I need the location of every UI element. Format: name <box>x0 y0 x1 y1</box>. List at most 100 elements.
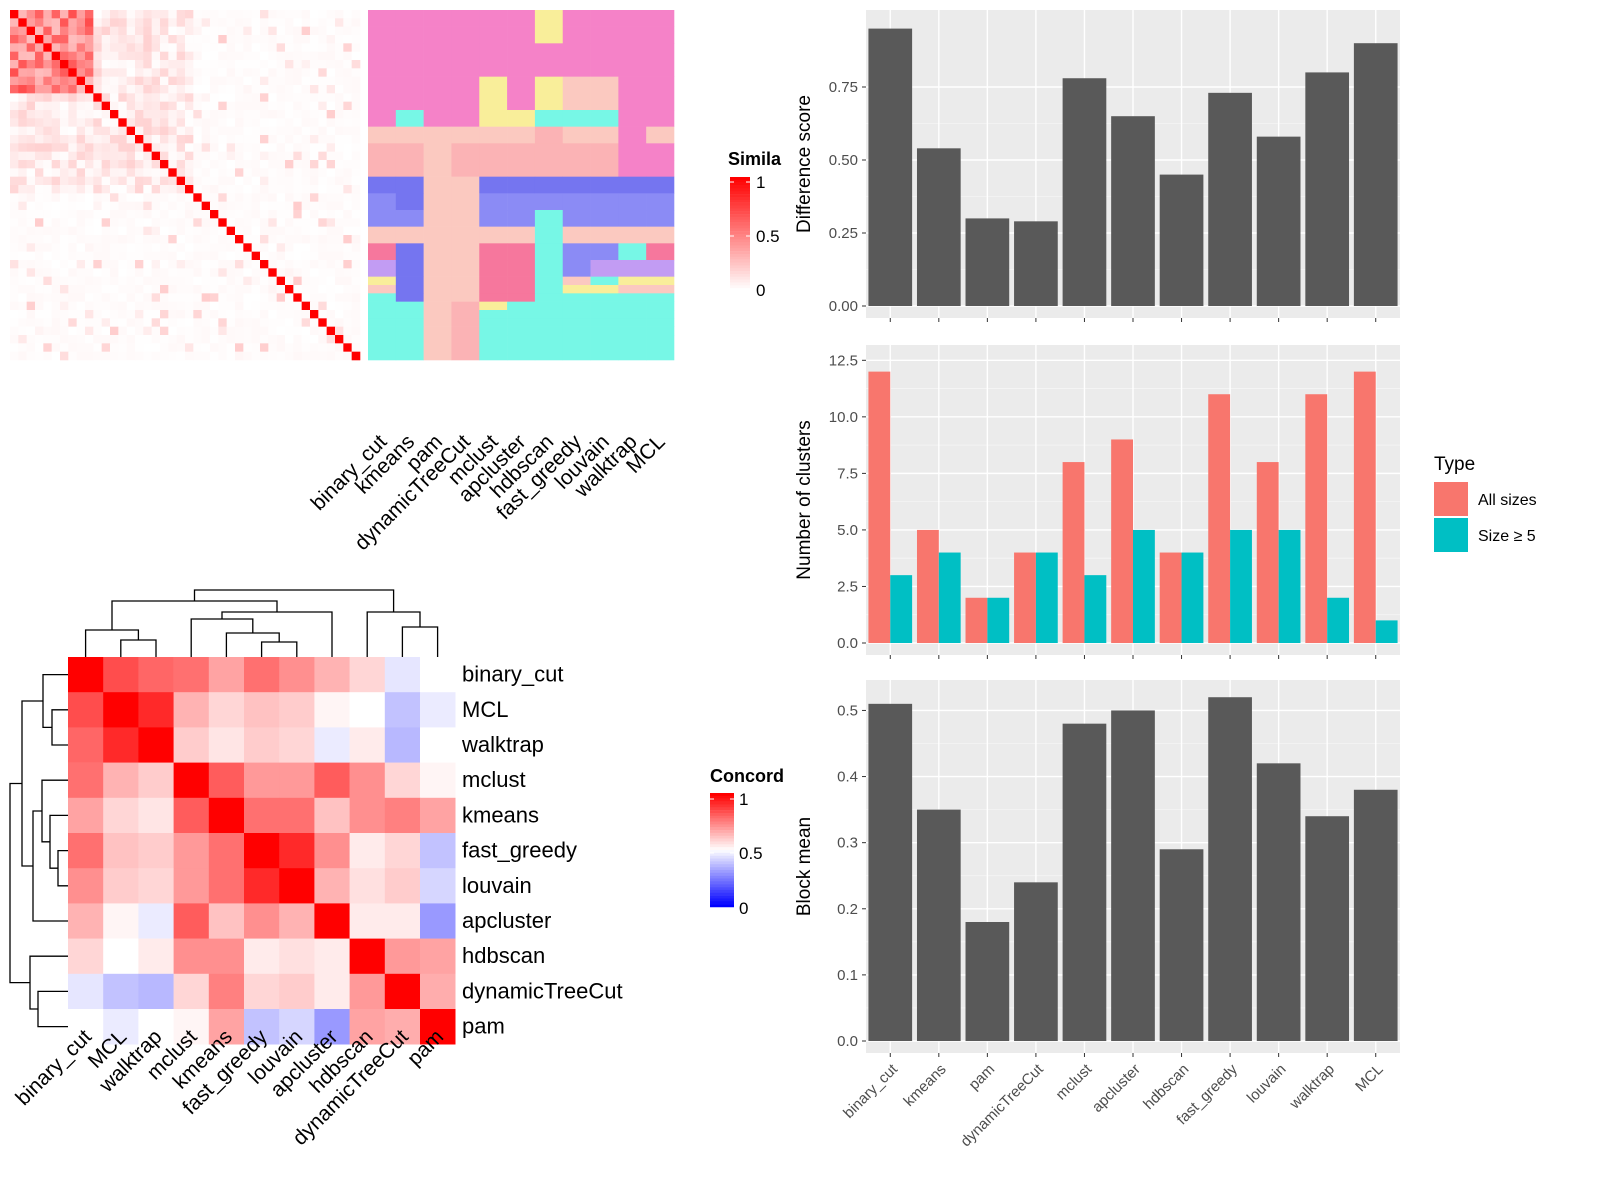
similarity-cell <box>176 126 186 136</box>
similarity-cell <box>276 176 286 186</box>
similarity-cell <box>85 243 94 252</box>
similarity-cell <box>176 210 186 219</box>
similarity-cell <box>43 210 52 219</box>
similarity-cell <box>351 210 361 219</box>
class-cell <box>534 43 564 77</box>
concordance-cell <box>420 1009 456 1045</box>
similarity-cell <box>68 85 77 94</box>
similarity-legend-swatch <box>730 256 750 260</box>
similarity-cell <box>101 176 111 186</box>
similarity-cell <box>343 76 352 86</box>
similarity-cell <box>60 351 69 361</box>
similarity-cell <box>118 193 127 202</box>
similarity-cell <box>276 310 286 319</box>
similarity-legend-swatch <box>730 239 750 243</box>
similarity-cell <box>60 68 69 77</box>
class-cell <box>562 243 591 261</box>
similarity-cell <box>10 268 19 277</box>
similarity-cell <box>160 335 169 344</box>
similarity-cell <box>251 176 261 186</box>
similarity-cell <box>51 110 61 119</box>
concordance-legend-swatch <box>710 858 734 862</box>
similarity-cell <box>26 260 36 269</box>
similarity-cell <box>101 318 111 327</box>
class-cell <box>479 310 508 319</box>
class-cell <box>646 335 675 361</box>
x-tick-label: kmeans <box>900 1061 949 1110</box>
concordance-legend-swatch <box>710 841 734 845</box>
bar <box>1305 72 1350 307</box>
similarity-cell <box>76 243 86 252</box>
similarity-cell <box>51 268 61 277</box>
similarity-cell <box>276 226 286 236</box>
similarity-cell <box>10 243 19 252</box>
similarity-cell <box>18 151 27 161</box>
class-cell <box>423 301 452 311</box>
class-cell <box>423 193 452 211</box>
similarity-cell <box>193 43 202 52</box>
similarity-cell <box>193 285 202 294</box>
concordance-cell <box>138 868 174 904</box>
similarity-cell <box>110 101 119 111</box>
similarity-cell <box>151 243 161 252</box>
class-cell <box>646 285 675 294</box>
concordance-cell <box>103 868 139 904</box>
similarity-cell <box>351 201 361 211</box>
similarity-cell <box>35 293 44 302</box>
similarity-cell <box>301 326 311 336</box>
similarity-cell <box>135 201 144 211</box>
similarity-cell <box>235 260 244 269</box>
similarity-cell <box>126 43 136 52</box>
concordance-cell <box>420 973 456 1010</box>
similarity-cell <box>160 168 169 177</box>
similarity-cell <box>285 285 294 294</box>
similarity-cell <box>110 218 119 227</box>
similarity-cell <box>318 160 327 169</box>
similarity-cell <box>168 226 177 236</box>
similarity-cell <box>135 310 144 319</box>
similarity-cell <box>318 268 327 277</box>
similarity-cell <box>351 76 361 86</box>
similarity-cell <box>201 235 211 244</box>
similarity-cell <box>218 326 227 336</box>
similarity-legend-swatch <box>730 214 750 218</box>
similarity-cell <box>126 318 136 327</box>
similarity-cell <box>226 93 236 102</box>
similarity-cell <box>343 101 352 111</box>
similarity-cell <box>101 35 111 44</box>
class-cell <box>451 326 480 336</box>
class-cell <box>451 310 480 319</box>
similarity-cell <box>201 335 211 344</box>
similarity-legend-label: 0 <box>756 281 765 300</box>
similarity-cell <box>118 301 127 311</box>
similarity-cell <box>226 151 236 161</box>
similarity-cell <box>35 326 44 336</box>
similarity-cell <box>210 143 219 152</box>
bar <box>1014 882 1058 1041</box>
similarity-cell <box>351 160 361 169</box>
concordance-cell <box>384 727 421 763</box>
similarity-cell <box>35 210 44 219</box>
similarity-cell <box>176 118 186 127</box>
x-tick-label: pam <box>966 1061 999 1094</box>
similarity-cell <box>118 118 127 127</box>
similarity-cell <box>335 135 344 144</box>
concordance-cell <box>314 692 350 728</box>
similarity-cell <box>151 268 161 277</box>
similarity-cell <box>226 218 236 227</box>
similarity-legend-swatch <box>730 245 750 249</box>
similarity-cell <box>68 126 77 136</box>
class-cell <box>534 285 564 294</box>
concordance-cell <box>68 1009 104 1045</box>
similarity-cell <box>335 160 344 169</box>
similarity-cell <box>51 351 61 361</box>
similarity-cell <box>10 101 19 111</box>
similarity-cell <box>43 110 52 119</box>
similarity-cell <box>43 93 52 102</box>
similarity-cell <box>276 276 286 286</box>
similarity-cell <box>326 243 336 252</box>
concordance-cell <box>138 727 174 763</box>
similarity-cell <box>293 18 302 27</box>
similarity-cell <box>260 343 269 352</box>
similarity-cell <box>218 68 227 77</box>
